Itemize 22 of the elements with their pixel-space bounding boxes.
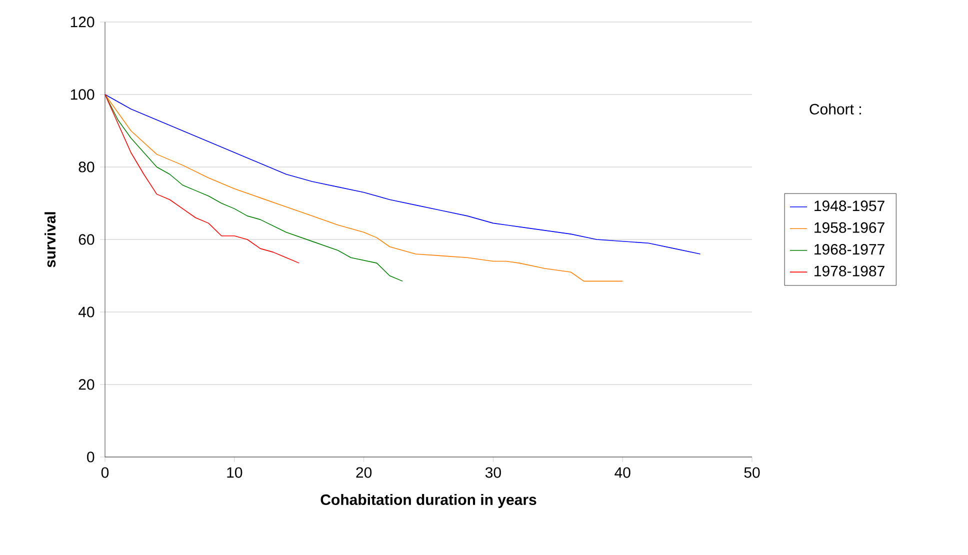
y-tick-label: 60 [78,234,94,245]
y-tick-label: 80 [78,162,94,172]
x-tick-label: 20 [356,467,372,478]
y-tick-label: 20 [78,379,94,390]
x-tick-label: 0 [101,467,109,478]
y-axis-title: survival [44,212,56,268]
y-tick-label: 100 [70,89,94,100]
y-tick-label: 40 [78,306,94,318]
line-series [104,94,300,264]
x-tick-label: 50 [744,467,760,478]
x-axis-title: Cohabitation duration in years [320,494,536,508]
legend-label: 1948-1957 [814,200,884,212]
y-tick-label: 0 [87,452,94,462]
x-tick-label: 10 [227,467,242,478]
x-tick-label: 30 [485,467,501,478]
x-tick-label: 40 [614,467,630,478]
legend-label: 1968-1977 [814,244,884,255]
legend-title: Cohort : [810,103,861,114]
legend-label: 1958-1967 [814,222,884,233]
legend-label: 1978-1987 [814,266,884,276]
line-series [104,94,404,282]
y-tick-label: 120 [70,16,94,28]
